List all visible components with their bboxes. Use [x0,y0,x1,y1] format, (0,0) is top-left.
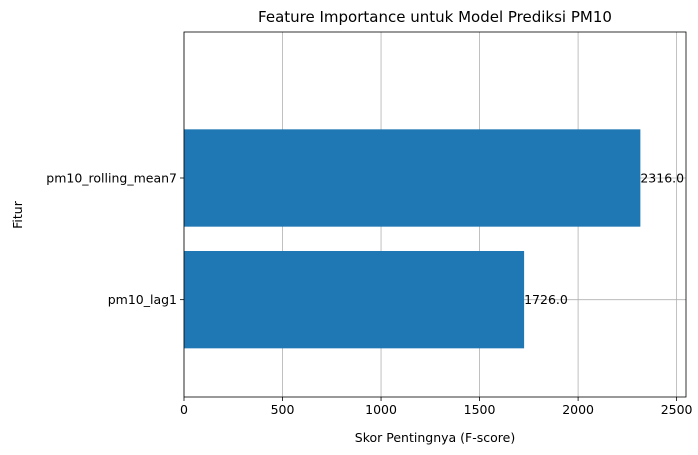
y-tick-label: pm10_lag1 [108,292,177,307]
chart-title: Feature Importance untuk Model Prediksi … [258,8,612,26]
bar-value-label: 2316.0 [640,171,684,186]
bars-layer [184,129,641,349]
bar-value-label: 1726.0 [524,292,568,307]
x-tick-label: 1000 [365,402,397,417]
y-tick-label: pm10_rolling_mean7 [46,171,177,186]
x-tick-label: 1500 [464,402,496,417]
ticks-layer [180,177,678,401]
bar-pm10_rolling_mean7 [184,129,641,227]
x-axis-label: Skor Pentingnya (F-score) [355,430,515,445]
x-tick-label: 2000 [562,402,594,417]
bar-pm10_lag1 [184,251,525,349]
x-tick-label: 500 [271,402,295,417]
plot-frame [183,31,687,398]
labels-layer: 0 500 1000 1500 2000 2500 pm10_lag1 1726.0 pm10_… [46,171,692,418]
x-tick-label: 2500 [661,402,693,417]
x-tick-label: 0 [180,402,188,417]
y-axis-label: Fitur [10,200,25,229]
